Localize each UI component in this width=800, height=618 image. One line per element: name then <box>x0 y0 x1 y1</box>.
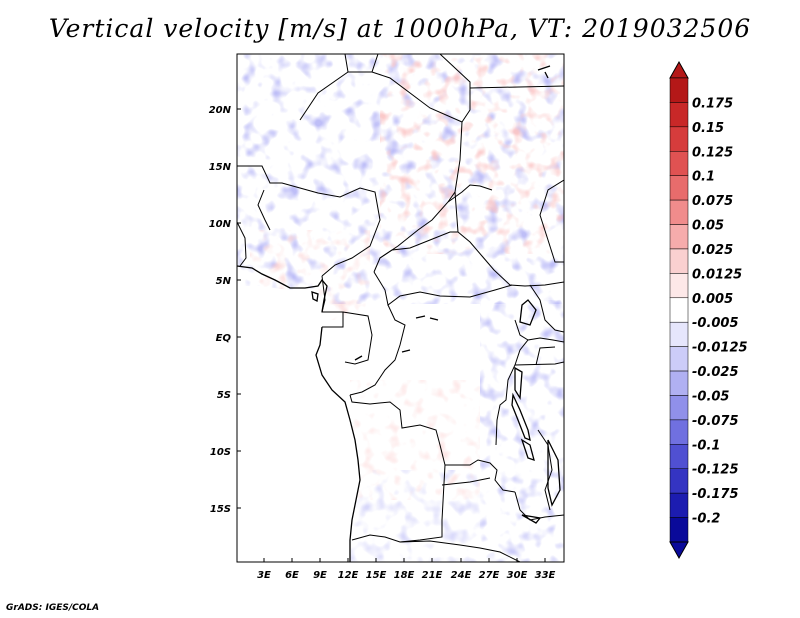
lat-label: 10S <box>210 447 231 458</box>
lon-label: 3E <box>257 570 271 581</box>
colorbar-swatch <box>669 468 689 494</box>
colorbar-label: -0.125 <box>692 463 739 478</box>
lon-label: 27E <box>479 570 500 581</box>
colorbar: 0.175 0.15 0.125 0.1 0.075 0.05 0.025 0.0125 0.0… <box>669 60 748 560</box>
lat-label: 15S <box>210 504 231 515</box>
lon-labels: 3E 6E 9E 12E 15E 18E 21E 24E 27E 30E 33E <box>257 570 555 581</box>
colorbar-label: -0.175 <box>692 487 739 502</box>
colorbar-swatch <box>669 126 689 152</box>
colorbar-label: -0.0125 <box>692 341 748 356</box>
colorbar-label: -0.2 <box>692 512 720 527</box>
ocean-area <box>237 286 360 562</box>
field-positive <box>250 54 564 500</box>
colorbar-swatch <box>669 370 689 396</box>
colorbar-swatch <box>669 419 689 445</box>
colorbar-label: -0.025 <box>692 365 739 380</box>
colorbar-swatch <box>669 346 689 372</box>
colorbar-label: 0.05 <box>692 219 724 234</box>
lat-label: 20N <box>209 105 232 116</box>
colorbar-label: -0.05 <box>692 389 729 404</box>
chart-title: Vertical velocity [m/s] at 1000hPa, VT: … <box>48 14 752 43</box>
colorbar-swatch <box>669 395 689 421</box>
lat-labels: 20N 15N 10N 5N EQ 5S 10S 15S <box>209 105 232 515</box>
lon-label: 24E <box>451 570 472 581</box>
colorbar-swatch <box>669 77 689 103</box>
country-borders <box>237 54 564 562</box>
colorbar-label: 0.025 <box>692 243 733 258</box>
colorbar-label: 0.15 <box>692 121 724 136</box>
colorbar-label: -0.005 <box>692 316 739 331</box>
lon-label: 33E <box>535 570 556 581</box>
colorbar-swatch <box>669 297 689 323</box>
lat-ticks <box>237 108 241 509</box>
colorbar-label: 0.125 <box>692 145 733 160</box>
colorbar-label: 0.1 <box>692 170 715 185</box>
colorbar-swatch <box>669 175 689 201</box>
lat-label: 15N <box>209 162 232 173</box>
colorbar-arrow-top <box>669 60 689 79</box>
lat-label: 5N <box>216 276 232 287</box>
colorbar-swatch <box>669 492 689 518</box>
colorbar-swatch <box>669 248 689 274</box>
colorbar-label: 0.0125 <box>692 267 742 282</box>
colorbar-label: -0.075 <box>692 414 739 429</box>
lat-label: EQ <box>216 333 232 344</box>
colorbar-swatch <box>669 444 689 469</box>
colorbar-label: -0.1 <box>692 438 720 453</box>
lon-ticks <box>263 558 546 562</box>
colorbar-swatch <box>669 321 689 347</box>
map-frame <box>236 53 565 563</box>
map-area <box>237 54 564 562</box>
colorbar-swatch <box>669 224 689 250</box>
lon-label: 6E <box>285 570 299 581</box>
lat-label: 10N <box>209 219 232 230</box>
colorbar-swatch <box>669 273 689 299</box>
coastlines <box>237 65 561 562</box>
lon-label: 30E <box>507 570 528 581</box>
lon-label: 12E <box>338 570 359 581</box>
lon-label: 18E <box>394 570 415 581</box>
lon-label: 9E <box>313 570 327 581</box>
lon-label: 21E <box>422 570 443 581</box>
colorbar-swatch <box>669 151 689 176</box>
colorbar-label: 0.005 <box>692 292 733 307</box>
colorbar-label: 0.075 <box>692 194 733 209</box>
colorbar-swatch <box>669 102 689 128</box>
lat-label: 5S <box>217 390 231 401</box>
colorbar-arrow-bottom <box>669 541 689 560</box>
colorbar-swatch <box>669 199 689 225</box>
grads-credit: GrADS: IGES/COLA <box>6 603 100 613</box>
lon-label: 15E <box>366 570 387 581</box>
colorbar-swatch <box>669 517 689 543</box>
colorbar-label: 0.175 <box>692 96 733 111</box>
